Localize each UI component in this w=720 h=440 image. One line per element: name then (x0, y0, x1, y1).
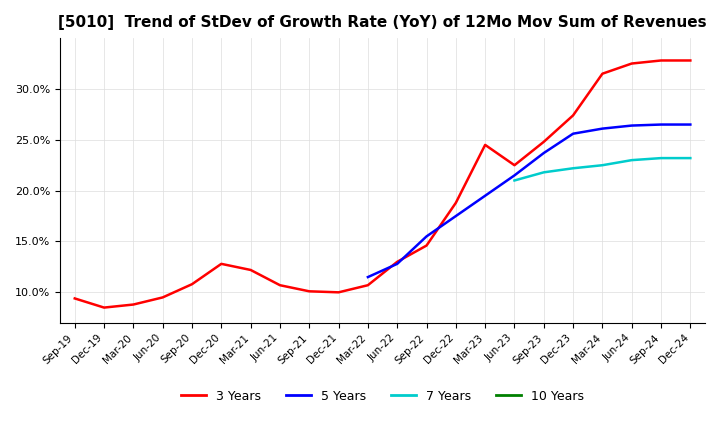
3 Years (71, 296, 79, 301)
3 Years (451, 200, 460, 205)
7 Years (657, 155, 665, 161)
3 Years (188, 282, 197, 287)
5 Years (627, 123, 636, 128)
3 Years (627, 61, 636, 66)
3 Years (510, 162, 519, 168)
3 Years (598, 71, 607, 77)
5 Years (598, 126, 607, 131)
3 Years (217, 261, 225, 267)
3 Years (569, 113, 577, 118)
3 Years (334, 290, 343, 295)
5 Years (569, 131, 577, 136)
3 Years (276, 282, 284, 288)
3 Years (100, 305, 109, 310)
5 Years (481, 193, 490, 198)
3 Years (393, 259, 402, 264)
Line: 3 Years: 3 Years (75, 60, 690, 308)
5 Years (510, 173, 519, 178)
7 Years (598, 162, 607, 168)
5 Years (539, 150, 548, 156)
3 Years (539, 139, 548, 144)
7 Years (569, 165, 577, 171)
Legend: 3 Years, 5 Years, 7 Years, 10 Years: 3 Years, 5 Years, 7 Years, 10 Years (176, 385, 589, 408)
5 Years (657, 122, 665, 127)
3 Years (364, 282, 372, 288)
5 Years (451, 213, 460, 219)
Line: 5 Years: 5 Years (368, 125, 690, 277)
3 Years (129, 302, 138, 307)
Title: [5010]  Trend of StDev of Growth Rate (YoY) of 12Mo Mov Sum of Revenues: [5010] Trend of StDev of Growth Rate (Yo… (58, 15, 707, 30)
3 Years (158, 295, 167, 300)
7 Years (686, 155, 695, 161)
7 Years (510, 178, 519, 183)
3 Years (246, 268, 255, 273)
Line: 7 Years: 7 Years (515, 158, 690, 180)
5 Years (364, 275, 372, 280)
3 Years (422, 243, 431, 248)
3 Years (686, 58, 695, 63)
5 Years (422, 234, 431, 239)
3 Years (657, 58, 665, 63)
3 Years (305, 289, 314, 294)
7 Years (539, 170, 548, 175)
7 Years (627, 158, 636, 163)
5 Years (393, 261, 402, 267)
5 Years (686, 122, 695, 127)
3 Years (481, 142, 490, 147)
